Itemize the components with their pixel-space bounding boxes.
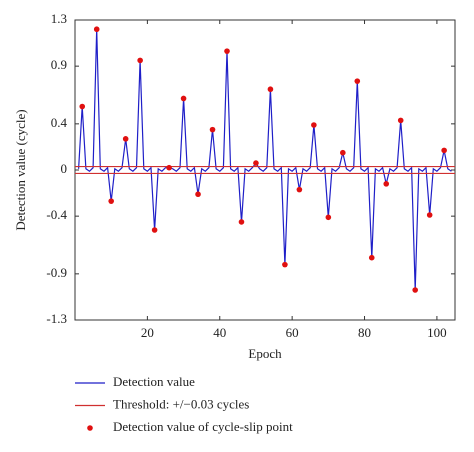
y-tick-label: 0 xyxy=(61,161,68,176)
legend-label: Threshold: +/−0.03 cycles xyxy=(113,396,249,411)
detection-line xyxy=(78,29,452,291)
y-axis-label: Detection value (cycle) xyxy=(13,109,28,230)
x-tick-label: 100 xyxy=(427,325,447,340)
slip-point xyxy=(137,57,143,64)
slip-point xyxy=(180,95,187,102)
y-tick-label: -1.3 xyxy=(46,311,67,326)
y-tick-label: -0.9 xyxy=(46,265,67,280)
slip-point xyxy=(340,149,346,156)
y-tick-label: 0.4 xyxy=(51,115,68,130)
x-axis-label: Epoch xyxy=(248,346,282,361)
slip-point xyxy=(354,78,361,84)
y-tick-label: 0.9 xyxy=(51,57,67,72)
y-tick-label: 1.3 xyxy=(51,11,67,26)
slip-point xyxy=(209,126,216,133)
slip-point xyxy=(368,254,375,261)
slip-point xyxy=(412,287,418,293)
slip-point xyxy=(325,214,332,221)
legend-swatch xyxy=(87,425,93,431)
y-tick-label: -0.4 xyxy=(46,207,67,222)
x-tick-label: 40 xyxy=(213,325,226,340)
slip-point xyxy=(441,147,447,154)
slip-point xyxy=(397,117,404,124)
legend-label: Detection value of cycle-slip point xyxy=(113,419,293,434)
slip-point xyxy=(296,186,303,193)
x-tick-label: 60 xyxy=(286,325,299,340)
slip-point xyxy=(311,122,317,128)
slip-point xyxy=(383,181,390,187)
slip-point xyxy=(122,136,129,142)
x-tick-label: 80 xyxy=(358,325,371,340)
legend-label: Detection value xyxy=(113,374,195,389)
slip-point xyxy=(238,219,245,225)
slip-point xyxy=(282,261,288,268)
slip-point xyxy=(151,227,158,233)
slip-point xyxy=(253,160,259,166)
slip-point xyxy=(79,103,86,110)
slip-point xyxy=(93,26,100,33)
slip-point xyxy=(267,86,274,93)
slip-point xyxy=(166,164,172,171)
slip-point xyxy=(108,198,114,204)
slip-point xyxy=(426,212,433,218)
slip-point xyxy=(195,191,201,198)
slip-point xyxy=(224,48,230,54)
x-tick-label: 20 xyxy=(141,325,154,340)
